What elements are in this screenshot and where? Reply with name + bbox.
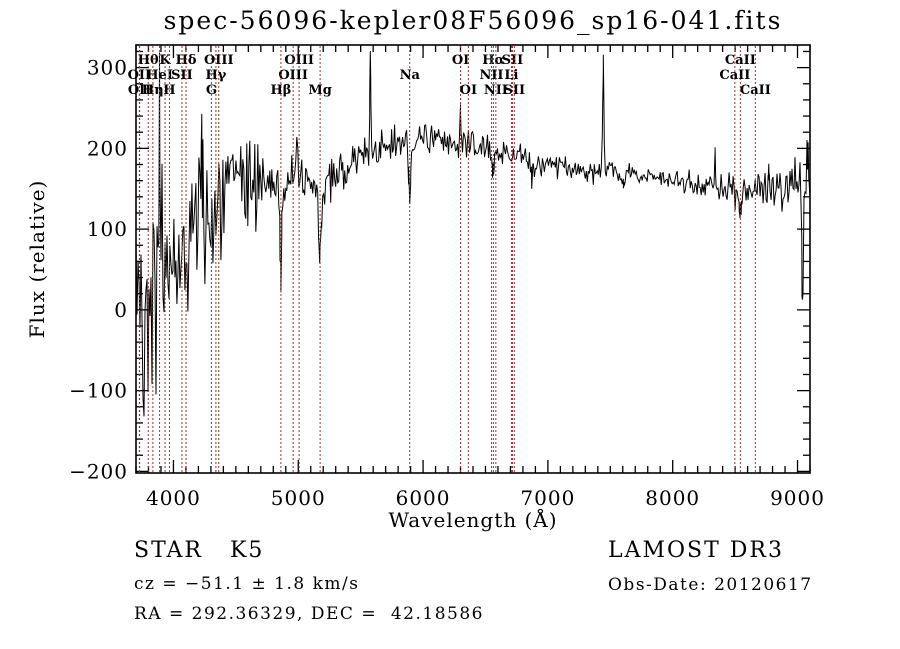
spectrum-trace bbox=[135, 50, 811, 417]
spectral-line-label: Na bbox=[400, 68, 421, 83]
x-axis-title: Wavelength (Å) bbox=[388, 507, 557, 532]
spectral-line-label: Li bbox=[504, 68, 518, 83]
x-tick-label: 9000 bbox=[770, 486, 825, 510]
spectral-line-label: NII bbox=[484, 83, 508, 98]
spectral-line-label: OIII bbox=[204, 53, 234, 68]
spectral-line-label: HeI bbox=[146, 68, 173, 83]
y-tick-label: −200 bbox=[69, 459, 128, 483]
classification-text: STAR K5 bbox=[134, 538, 265, 563]
spectral-line-label: CaII bbox=[725, 53, 756, 68]
spectral-line-label: Hδ bbox=[176, 53, 197, 68]
x-tick-label: 5000 bbox=[271, 486, 326, 510]
y-axis-title: Flux (relative) bbox=[25, 180, 49, 339]
spectral-line-label: Hα bbox=[482, 53, 504, 68]
ra-dec-text: RA = 292.36329, DEC = 42.18586 bbox=[134, 604, 484, 624]
y-tick-label: 100 bbox=[87, 217, 128, 241]
x-tick-label: 8000 bbox=[645, 486, 700, 510]
spectral-line-label: H bbox=[163, 83, 175, 98]
spectral-line-label: SII bbox=[171, 68, 193, 83]
spectral-line-label: SII bbox=[502, 53, 524, 68]
spectral-line-label: OIII bbox=[284, 53, 314, 68]
x-tick-label: 4000 bbox=[146, 486, 201, 510]
y-tick-label: 200 bbox=[87, 136, 128, 160]
spectral-line-label: CaII bbox=[719, 68, 750, 83]
spectral-line-label: Mg bbox=[308, 83, 331, 98]
spectral-line-label: Hβ bbox=[270, 83, 291, 98]
y-tick-label: 0 bbox=[114, 298, 128, 322]
spectral-line-label: Hθ bbox=[138, 53, 159, 68]
y-tick-label: 300 bbox=[87, 56, 128, 80]
x-tick-label: 7000 bbox=[520, 486, 575, 510]
survey-release-text: LAMOST DR3 bbox=[608, 538, 784, 563]
spectral-line-label: K bbox=[159, 53, 171, 68]
spectral-line-label: OI bbox=[460, 83, 477, 98]
cz-velocity-text: cz = −51.1 ± 1.8 km/s bbox=[134, 574, 360, 594]
axis-box bbox=[135, 44, 811, 474]
spectral-line-label: Hγ bbox=[205, 68, 226, 83]
spectrum-plot: 4000 5000 6000 7000 8000 9000 −200 −100 0 100 200 3… bbox=[25, 44, 825, 532]
plot-title: spec-56096-kepler08F56096_sp16-041.fits bbox=[163, 6, 783, 35]
spectral-line-label: Hη bbox=[142, 83, 164, 98]
spectral-line-label: SII bbox=[504, 83, 526, 98]
spectral-line-label: NII bbox=[479, 68, 503, 83]
spectral-line-label: G bbox=[206, 83, 217, 98]
spectral-line-label: OI bbox=[452, 53, 469, 68]
x-tick-label: 6000 bbox=[396, 486, 451, 510]
obs-date-text: Obs-Date: 20120617 bbox=[608, 575, 813, 595]
spectral-line-label: OIII bbox=[278, 68, 308, 83]
spectral-line-label: CaII bbox=[740, 83, 771, 98]
y-tick-label: −100 bbox=[69, 379, 128, 403]
spectral-line-label: OII bbox=[128, 83, 152, 98]
